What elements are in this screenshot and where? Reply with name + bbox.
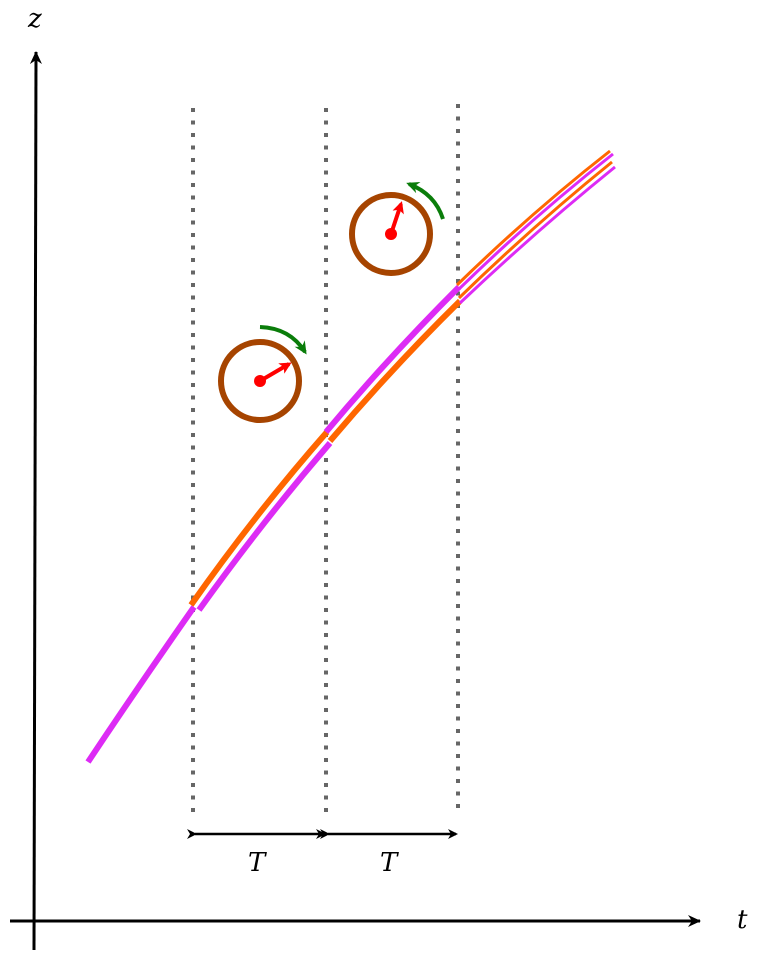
counterclockwise-arrow-icon [406, 181, 445, 220]
worldline-segment-2-magenta [323, 284, 462, 434]
worldline-segment-1-orange [188, 430, 330, 607]
period-label-1: T [248, 848, 266, 878]
clock-1 [218, 325, 307, 423]
z-axis-label: z [28, 4, 42, 34]
clock-2 [349, 181, 445, 276]
z-axis [29, 51, 42, 951]
worldline-segment-0 [85, 605, 197, 764]
worldline-segment-3-orange-b [457, 160, 613, 300]
clock-hand-icon [389, 201, 404, 235]
worldline-segment-3-magenta-a [457, 152, 614, 291]
clockwise-arrow-icon [259, 325, 307, 355]
worldline-segment-3-magenta-b [458, 165, 616, 305]
worldline-segment-3-orange-a [455, 149, 611, 287]
worldline-segment-2-orange [327, 298, 463, 443]
clock-ring [218, 339, 302, 423]
clock-hand-icon [258, 362, 292, 383]
t-axis-label: t [737, 905, 748, 935]
worldline-segment-1-magenta [196, 441, 333, 612]
clock-ring [349, 192, 433, 276]
period-label-2: T [380, 848, 398, 878]
